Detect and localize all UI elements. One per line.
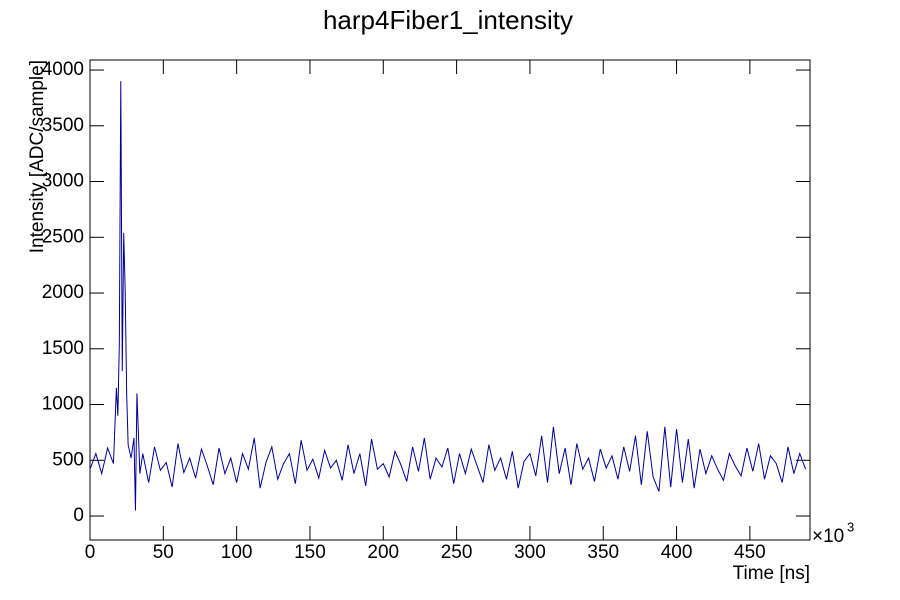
x-axis-label: Time [ns]: [733, 563, 810, 584]
x-tick-label: 350: [587, 542, 619, 563]
x-tick-label: 450: [734, 542, 766, 563]
x-tick-label: 0: [85, 542, 96, 563]
x-tick-label: 50: [153, 542, 174, 563]
x-scale-exponent: 3: [847, 519, 854, 534]
x-scale-base: ×10: [812, 526, 844, 547]
chart-title: harp4Fiber1_intensity: [323, 5, 573, 35]
x-tick-label: 100: [221, 542, 253, 563]
y-tick-label: 2000: [42, 282, 84, 303]
y-tick-label: 1000: [42, 394, 84, 415]
y-tick-label: 500: [52, 449, 84, 470]
x-tick-label: 200: [367, 542, 399, 563]
y-tick-label: 4000: [42, 59, 84, 80]
x-tick-label: 300: [514, 542, 546, 563]
data-line: [89, 81, 807, 511]
plot-frame: [89, 59, 811, 541]
x-tick-label: 150: [294, 542, 326, 563]
y-tick-label: 1500: [42, 338, 84, 359]
y-tick-label: 2500: [42, 226, 84, 247]
x-tick-label: 250: [441, 542, 473, 563]
x-tick-label: 400: [661, 542, 693, 563]
y-axis-label: Intensity [ADC/sample]: [27, 60, 48, 253]
y-tick-label: 0: [73, 505, 84, 526]
y-tick-label: 3000: [42, 171, 84, 192]
y-tick-label: 3500: [42, 115, 84, 136]
